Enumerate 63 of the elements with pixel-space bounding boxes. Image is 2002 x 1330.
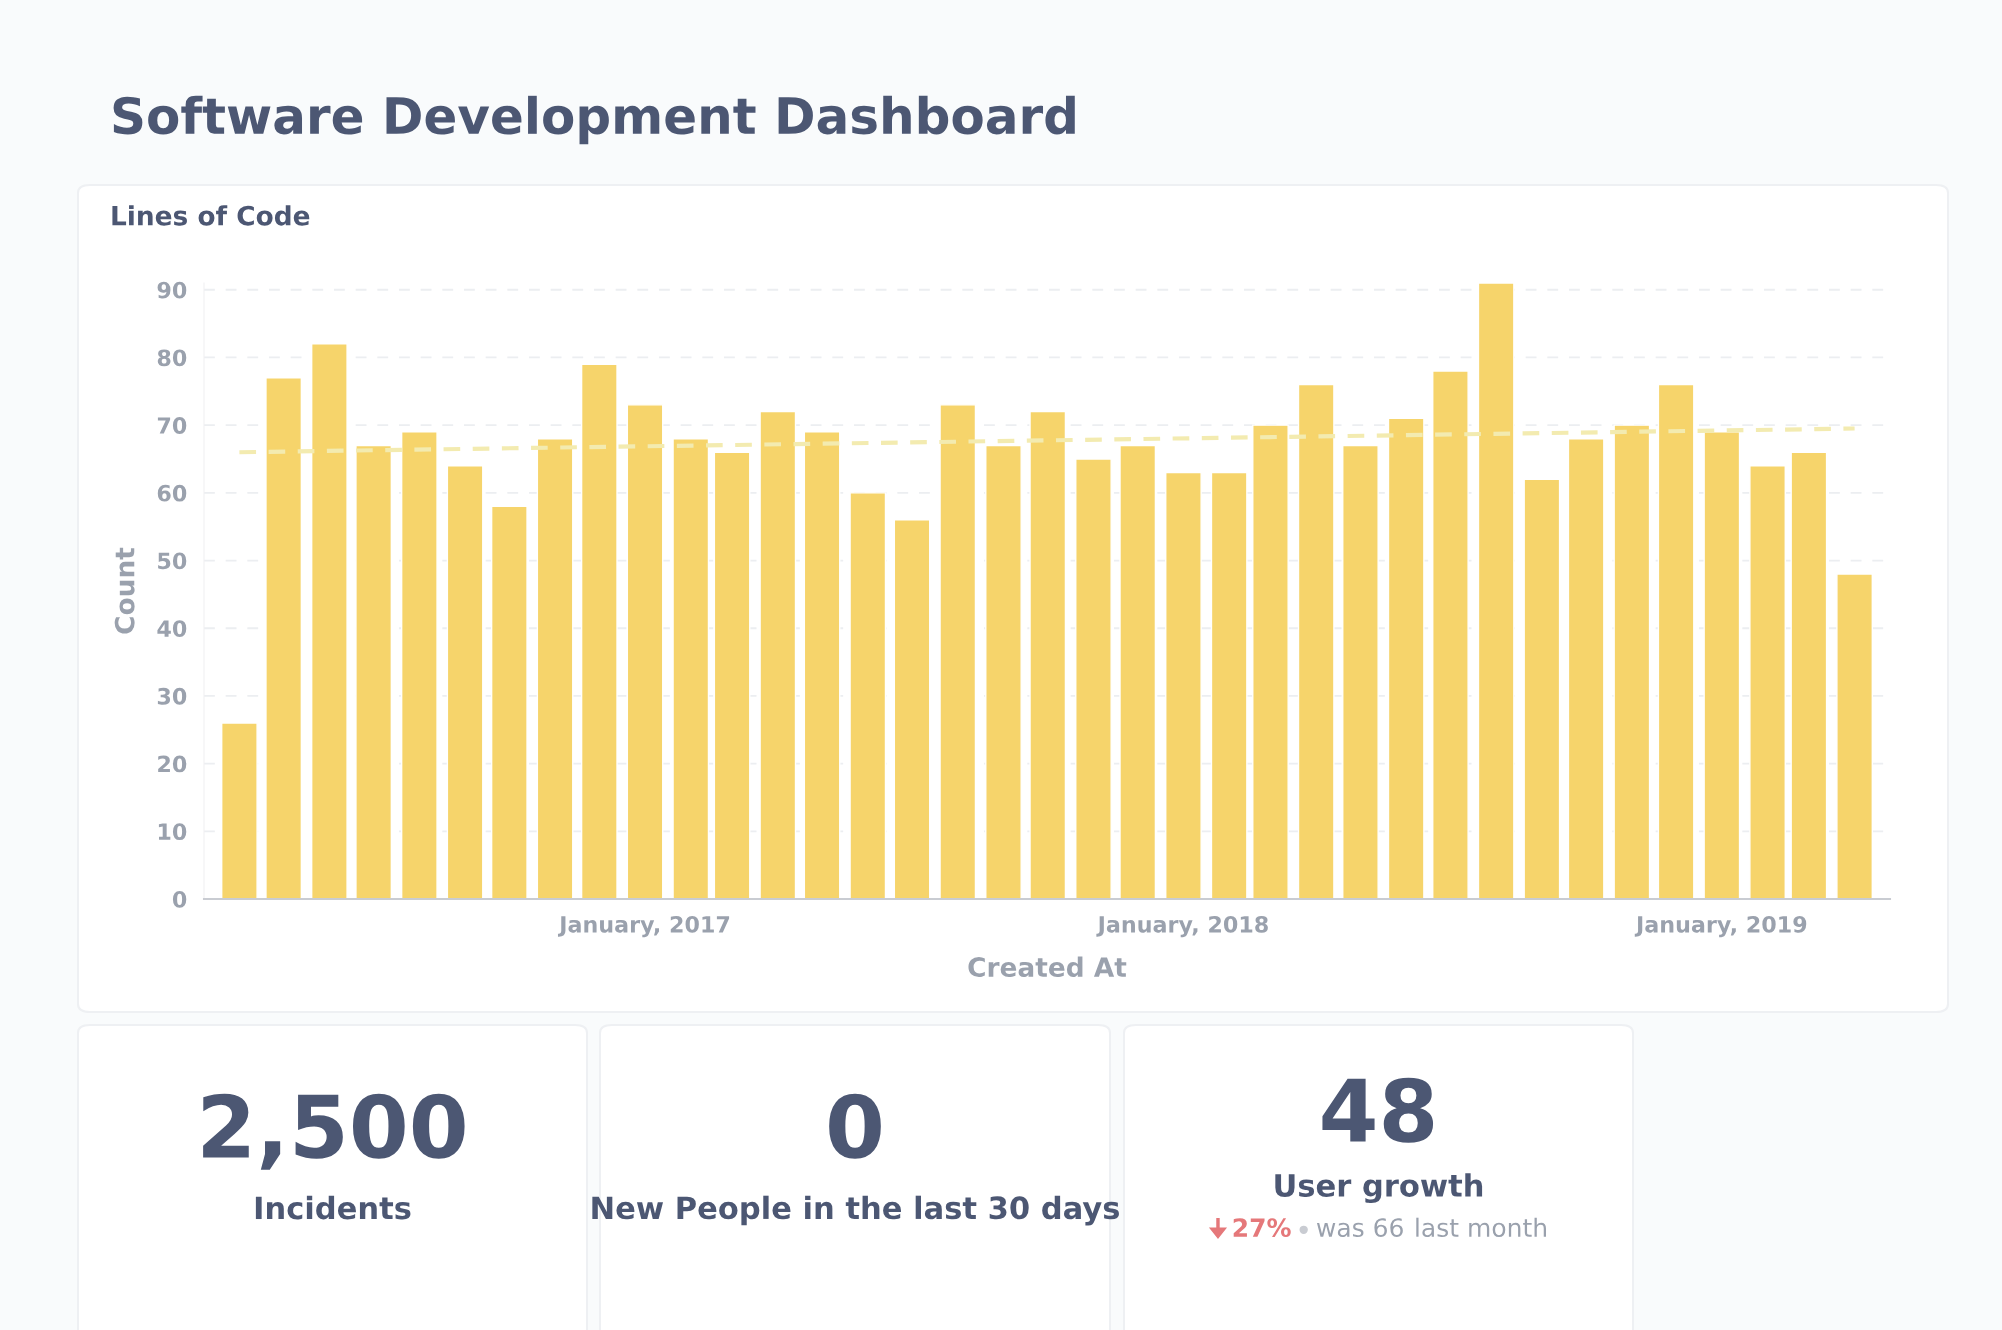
bar: [1657, 383, 1695, 899]
bar: [536, 437, 574, 899]
y-tick-label: 90: [157, 281, 187, 299]
bar: [221, 722, 258, 899]
bar: [1075, 458, 1112, 899]
text: 2,500: [203, 1093, 465, 1170]
x-axis-title: Created At: [968, 956, 1127, 978]
bar: [490, 505, 528, 899]
bar: [1703, 431, 1741, 899]
bar: [672, 437, 710, 899]
bar: [849, 492, 887, 899]
text: last month: [1416, 1217, 1546, 1238]
text: 48: [1322, 1077, 1434, 1143]
text: 27%: [1233, 1218, 1291, 1238]
bar: [939, 404, 977, 899]
bar: [1119, 444, 1157, 899]
y-tick-label: 30: [157, 687, 187, 705]
y-axis-title: Count: [114, 547, 135, 634]
text: New People in the last 30 days: [592, 1195, 1119, 1226]
bar: [626, 404, 664, 899]
bar: [985, 444, 1022, 899]
bar: [1297, 383, 1335, 899]
text: Software Development Dashboard: [113, 95, 1075, 145]
bar: [759, 410, 797, 899]
x-tick-label: January, 2017: [557, 915, 730, 938]
bar: [893, 519, 931, 899]
bar: [1567, 437, 1605, 899]
bar: [1790, 451, 1828, 899]
text: Incidents: [255, 1195, 411, 1220]
bar: [1387, 417, 1425, 899]
y-tick-label: 40: [157, 620, 187, 637]
bar: [446, 465, 484, 899]
text: User growth: [1275, 1173, 1483, 1204]
bar: [1252, 424, 1289, 899]
y-tick-label: 10: [158, 823, 187, 841]
bar: [1836, 573, 1873, 899]
bar: [713, 451, 751, 899]
bar: [1342, 444, 1379, 899]
bar: [1029, 410, 1067, 899]
bar: [1432, 370, 1469, 899]
x-tick-label: January, 2019: [1634, 915, 1807, 938]
y-tick-label: 20: [158, 755, 187, 773]
bar: [400, 431, 438, 899]
bar: [1477, 283, 1515, 899]
x-tick-label: January, 2018: [1096, 915, 1268, 938]
y-tick-label: 50: [158, 552, 187, 570]
chart-title: Lines of Code: [112, 205, 310, 226]
y-tick-label: 60: [157, 484, 187, 502]
bar: [580, 363, 618, 899]
bar: [1210, 471, 1248, 899]
bar: [1523, 478, 1561, 899]
text: was 66: [1316, 1218, 1403, 1238]
bar: [1165, 471, 1202, 899]
y-tick-label: 0: [172, 890, 187, 908]
bar: [1613, 424, 1651, 899]
y-tick-label: 70: [157, 417, 187, 434]
bar: [1749, 465, 1786, 899]
bar: [265, 377, 303, 899]
bar: [310, 343, 348, 899]
bar: [355, 444, 393, 899]
text: 0: [829, 1093, 881, 1159]
bar: [803, 431, 841, 899]
y-tick-label: 80: [157, 349, 187, 367]
